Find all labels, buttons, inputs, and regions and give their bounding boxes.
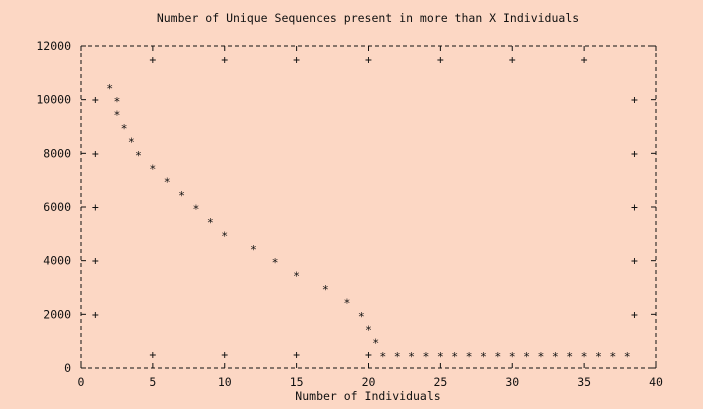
y-tick-label: 2000 — [43, 307, 71, 321]
data-point: * — [437, 350, 444, 364]
x-axis-ticks: 0 5 10 15 20 25 30 35 40 — [78, 46, 663, 389]
data-point: * — [523, 350, 530, 364]
data-points: ********************* * * * * * * * * * * * * * * * * * — [106, 81, 630, 363]
x-tick-label: 20 — [362, 375, 376, 389]
data-point: * — [149, 162, 156, 176]
data-point: * — [408, 350, 415, 364]
data-point: * — [566, 350, 573, 364]
crosshair-mark: + — [631, 307, 638, 321]
x-tick-label: 0 — [78, 375, 85, 389]
crosshair-mark: + — [631, 146, 638, 160]
crosshair-mark: + — [509, 52, 516, 66]
crosshair-marks: + + + + + + + + + + + + + + + + + + + + + — [92, 52, 638, 361]
crosshair-mark: + — [631, 93, 638, 107]
x-tick-label: 25 — [433, 375, 447, 389]
data-point: * — [581, 350, 588, 364]
data-point: * — [250, 242, 257, 256]
data-point: * — [509, 350, 516, 364]
data-point: * — [372, 336, 379, 350]
crosshair-mark: + — [631, 200, 638, 214]
data-point: * — [322, 283, 329, 297]
y-tick-label: 0 — [64, 361, 71, 375]
data-point: * — [466, 350, 473, 364]
data-point: * — [135, 148, 142, 162]
data-point: * — [221, 229, 228, 243]
data-point: * — [106, 81, 113, 95]
chart-title: Number of Unique Sequences present in mo… — [157, 11, 579, 25]
x-tick-label: 40 — [649, 375, 663, 389]
crosshair-mark: + — [293, 348, 300, 362]
crosshair-mark: + — [92, 200, 99, 214]
y-tick-label: 8000 — [43, 146, 71, 160]
data-point: * — [128, 135, 135, 149]
data-point: * — [480, 350, 487, 364]
crosshair-mark: + — [221, 348, 228, 362]
x-tick-label: 35 — [577, 375, 591, 389]
data-point: * — [494, 350, 501, 364]
data-point: * — [113, 108, 120, 122]
data-point: * — [609, 350, 616, 364]
data-point: * — [423, 350, 430, 364]
x-tick-label: 5 — [149, 375, 156, 389]
crosshair-mark: + — [365, 348, 372, 362]
x-tick-label: 30 — [505, 375, 519, 389]
y-tick-label: 6000 — [43, 200, 71, 214]
x-tick-label: 15 — [290, 375, 304, 389]
data-point: * — [121, 122, 128, 136]
data-point: * — [394, 350, 401, 364]
plot-frame — [80, 45, 657, 369]
y-tick-label: 12000 — [36, 39, 71, 53]
crosshair-mark: + — [92, 146, 99, 160]
data-point: * — [164, 175, 171, 189]
y-tick-label: 4000 — [43, 254, 71, 268]
crosshair-mark: + — [92, 93, 99, 107]
y-axis-ticks: 0 2000 4000 6000 8000 10000 12000 — [36, 39, 656, 375]
data-point: * — [113, 95, 120, 109]
data-point: * — [379, 350, 386, 364]
crosshair-mark: + — [437, 52, 444, 66]
x-tick-label: 10 — [218, 375, 232, 389]
crosshair-mark: + — [149, 348, 156, 362]
crosshair-mark: + — [293, 52, 300, 66]
crosshair-mark: + — [92, 307, 99, 321]
y-tick-label: 10000 — [36, 93, 71, 107]
data-point: * — [207, 215, 214, 229]
crosshair-mark: + — [631, 254, 638, 268]
data-point: * — [365, 323, 372, 337]
crosshair-mark: + — [365, 52, 372, 66]
data-point: * — [451, 350, 458, 364]
data-point: * — [358, 309, 365, 323]
crosshair-mark: + — [581, 52, 588, 66]
data-point: * — [193, 202, 200, 216]
data-point: * — [595, 350, 602, 364]
data-point: * — [552, 350, 559, 364]
x-axis-label: Number of Individuals — [295, 389, 440, 403]
crosshair-mark: + — [92, 254, 99, 268]
crosshair-mark: + — [149, 52, 156, 66]
data-point: * — [178, 189, 185, 203]
data-point: * — [293, 269, 300, 283]
data-point: * — [624, 350, 631, 364]
data-point: * — [343, 296, 350, 310]
data-point: * — [538, 350, 545, 364]
data-point: * — [272, 256, 279, 270]
crosshair-mark: + — [221, 52, 228, 66]
